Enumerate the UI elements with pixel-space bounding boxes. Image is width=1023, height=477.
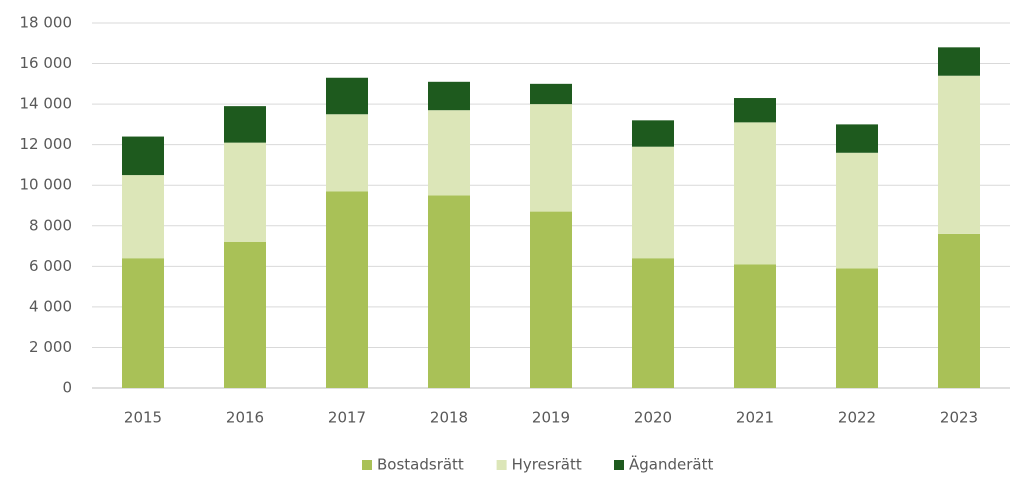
- bar-segment: [326, 191, 368, 388]
- bar-segment: [428, 195, 470, 388]
- bar-segment: [734, 98, 776, 123]
- x-tick-label: 2016: [226, 409, 264, 427]
- y-tick-label: 0: [62, 379, 72, 397]
- bar-segment: [632, 120, 674, 147]
- bar-segment: [938, 47, 980, 76]
- bar-segment: [938, 233, 980, 388]
- y-tick-label: 4 000: [29, 297, 72, 315]
- y-tick-label: 12 000: [20, 135, 73, 153]
- bar-segment: [224, 242, 266, 388]
- bar-segment: [734, 122, 776, 265]
- bar-segment: [224, 106, 266, 143]
- legend-label: Bostadsrätt: [377, 456, 464, 474]
- x-tick-label: 2021: [736, 409, 774, 427]
- y-tick-label: 16 000: [20, 54, 73, 72]
- bar-segment: [734, 264, 776, 388]
- legend-label: Äganderätt: [629, 455, 713, 474]
- x-tick-label: 2023: [940, 409, 978, 427]
- bar-segment: [326, 77, 368, 115]
- bar-segment: [632, 146, 674, 259]
- bar-segment: [836, 268, 878, 388]
- x-tick-label: 2015: [124, 409, 162, 427]
- y-tick-label: 6 000: [29, 257, 72, 275]
- x-tick-label: 2018: [430, 409, 468, 427]
- bar-segment: [326, 114, 368, 192]
- bar-segment: [836, 152, 878, 269]
- y-tick-label: 10 000: [20, 176, 73, 194]
- bar-segment: [122, 258, 164, 388]
- x-tick-label: 2017: [328, 409, 366, 427]
- bar-segment: [224, 142, 266, 242]
- y-tick-label: 18 000: [20, 14, 73, 32]
- y-tick-label: 8 000: [29, 216, 72, 234]
- bar-segment: [428, 81, 470, 111]
- x-tick-label: 2019: [532, 409, 570, 427]
- y-tick-label: 14 000: [20, 95, 73, 113]
- x-tick-label: 2020: [634, 409, 672, 427]
- bar-segment: [530, 83, 572, 105]
- bar-segment: [530, 104, 572, 212]
- legend-label: Hyresrätt: [512, 456, 582, 474]
- y-tick-label: 2 000: [29, 338, 72, 356]
- x-tick-label: 2022: [838, 409, 876, 427]
- legend-swatch: [496, 460, 507, 470]
- bar-segment: [428, 110, 470, 196]
- bar-segment: [938, 75, 980, 234]
- legend-swatch: [362, 460, 372, 470]
- bar-segment: [836, 124, 878, 153]
- bar-segment: [632, 258, 674, 388]
- legend-swatch: [614, 460, 624, 470]
- bar-segment: [122, 175, 164, 259]
- bar-segment: [530, 211, 572, 388]
- bar-segment: [122, 136, 164, 176]
